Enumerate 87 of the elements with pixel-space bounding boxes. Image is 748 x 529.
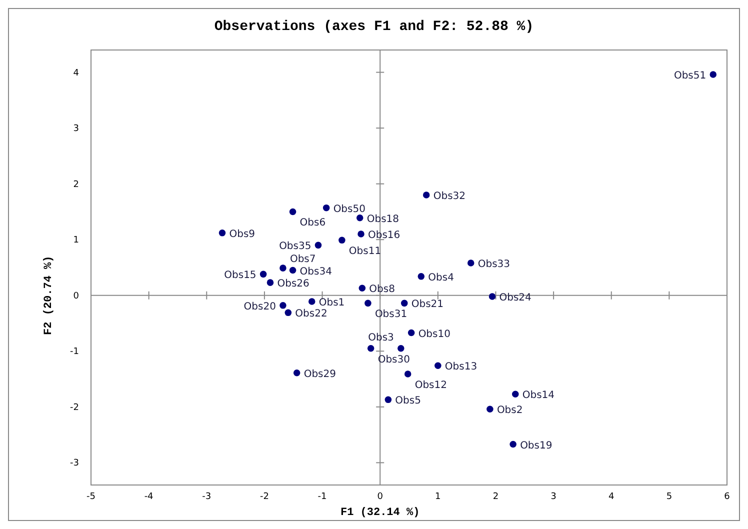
annotation: Obs21 [411, 299, 444, 310]
annotation: Obs5 [395, 396, 421, 407]
point [314, 242, 322, 249]
point [266, 279, 274, 286]
x-tick-label: -4 [144, 492, 154, 502]
point [418, 273, 425, 280]
annotation: Obs8 [369, 284, 395, 296]
annotation: Obs31 [374, 309, 408, 320]
annotation: Obs16 [368, 230, 400, 242]
x-tick-label: 5 [666, 492, 672, 502]
y-axis-title: F2 (20.74 %) [43, 256, 55, 335]
annotation: Obs13 [444, 362, 478, 373]
point [488, 293, 496, 300]
chart-title: Observations (axes F1 and F2: 52.88 %) [214, 19, 534, 35]
point [260, 270, 267, 278]
annotation: Obs35 [279, 241, 312, 252]
point [289, 208, 296, 216]
x-tick-label: -2 [260, 492, 269, 502]
annotation: Obs29 [304, 368, 336, 380]
annotation: Obs10 [418, 328, 450, 340]
point [467, 260, 474, 266]
y-tick-label: -2 [70, 402, 79, 413]
point [293, 370, 300, 376]
annotation: Obs1 [318, 298, 345, 309]
point [338, 236, 346, 244]
annotation: Obs11 [348, 246, 382, 258]
annotation: Obs14 [522, 390, 555, 402]
x-axis-title: F1 (32.14 %) [340, 507, 420, 519]
y-tick-label: -1 [70, 347, 79, 358]
point [356, 214, 364, 222]
annotation: Obs19 [520, 440, 552, 452]
x-tick-label: -1 [318, 492, 327, 502]
point [400, 300, 408, 307]
point [404, 370, 412, 378]
x-tick-label: 3 [550, 492, 556, 502]
x-tick-label: 1 [435, 492, 441, 502]
point [434, 362, 442, 370]
point [486, 406, 494, 413]
annotation: Obs32 [433, 191, 466, 202]
annotation: Obs34 [300, 266, 332, 278]
point [367, 344, 374, 352]
annotation: Obs51 [674, 70, 706, 82]
point [284, 309, 292, 316]
x-tick-label: 6 [724, 492, 730, 502]
annotation: Obs26 [277, 278, 310, 290]
annotation: Obs33 [478, 259, 510, 270]
point [322, 204, 330, 212]
x-tick-label: 4 [608, 492, 614, 502]
point [510, 440, 516, 448]
point [398, 344, 404, 352]
annotation: Obs9 [229, 228, 256, 240]
point [364, 300, 372, 307]
point [218, 230, 226, 236]
annotation: Obs2 [496, 405, 523, 416]
x-tick-label: 0 [377, 492, 384, 502]
annotation: Obs22 [295, 308, 328, 320]
y-tick-label: 4 [73, 68, 80, 78]
annotation: Obs12 [414, 380, 447, 392]
y-tick-label: 2 [73, 180, 79, 190]
point [289, 266, 296, 274]
point [710, 71, 717, 78]
annotation: Obs30 [378, 354, 410, 366]
annotation: Obs6 [300, 218, 326, 229]
x-tick-label: -5 [86, 492, 96, 502]
point [358, 230, 364, 238]
y-tick-label: 1 [73, 236, 79, 246]
annotation: Obs15 [224, 270, 256, 282]
point [358, 284, 366, 292]
x-tick-label: 2 [492, 492, 499, 502]
point [512, 390, 519, 398]
annotation: Obs7 [290, 254, 316, 266]
point [280, 302, 286, 309]
annotation: Obs20 [244, 301, 276, 312]
y-tick-label: 0 [73, 291, 80, 302]
point [408, 329, 415, 336]
annotation: Obs3 [368, 332, 394, 344]
point [280, 264, 286, 272]
annotation: Obs4 [428, 272, 454, 284]
annotation: Obs24 [499, 292, 532, 304]
y-tick-label: -3 [70, 458, 79, 469]
annotation: Obs50 [333, 204, 366, 215]
x-tick-label: -3 [202, 492, 212, 502]
point [308, 298, 316, 305]
point [422, 192, 430, 198]
point [384, 396, 392, 404]
annotation: Obs18 [366, 214, 400, 225]
y-tick-label: 3 [73, 124, 79, 134]
